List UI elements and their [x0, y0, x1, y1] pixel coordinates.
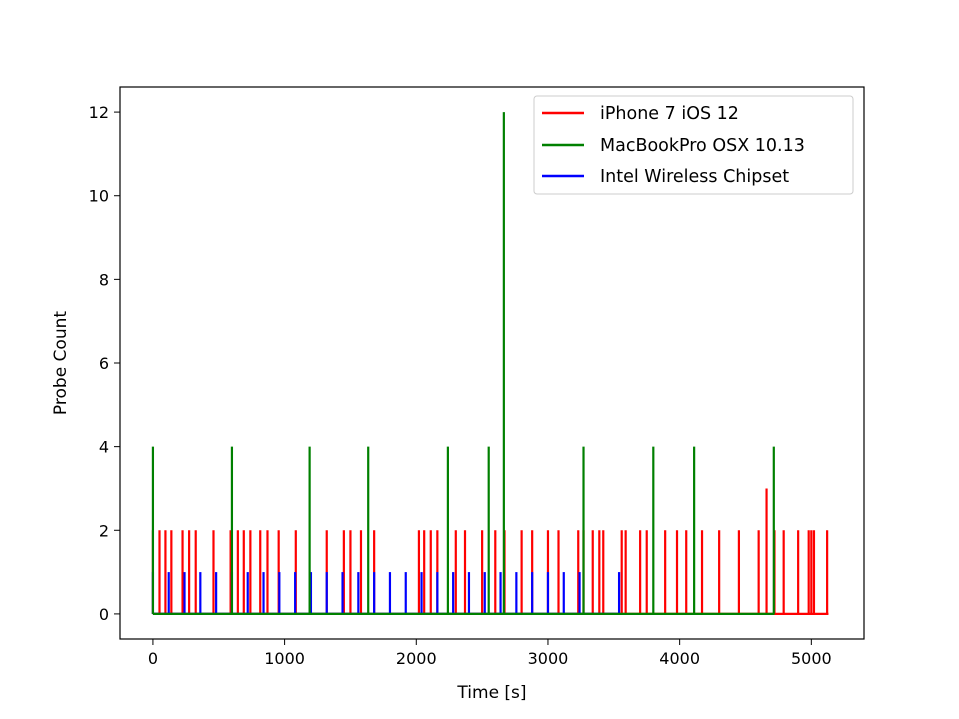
legend-label-intel: Intel Wireless Chipset — [600, 167, 789, 187]
plot-frame — [119, 86, 865, 640]
legend-box — [533, 95, 854, 195]
x-tick-label: 4000 — [659, 649, 700, 668]
x-tick-label: 5000 — [791, 649, 832, 668]
x-tick-label: 2000 — [396, 649, 437, 668]
y-tick-label: 2 — [99, 521, 109, 540]
series-iphone — [151, 488, 829, 616]
y-axis-label: Probe Count — [51, 311, 71, 415]
y-tick-label: 0 — [99, 605, 109, 624]
x-axis-label: Time [s] — [456, 683, 526, 703]
x-tick-label: 1000 — [264, 649, 305, 668]
x-tick-label: 0 — [148, 649, 158, 668]
y-tick-label: 6 — [99, 354, 109, 373]
series-macbook — [151, 112, 775, 616]
ticks-layer: 0 1000 2000 3000 4000 5000 0 2 4 6 8 10 12 — [89, 103, 832, 668]
series-intel — [151, 572, 621, 616]
y-tick-label: 8 — [99, 270, 109, 289]
x-tick-label: 3000 — [528, 649, 569, 668]
y-tick-label: 10 — [89, 187, 109, 206]
y-tick-label: 12 — [89, 103, 109, 122]
legend: iPhone 7 iOS 12 MacBookPro OSX 10.13 Int… — [533, 95, 854, 195]
legend-label-iphone: iPhone 7 iOS 12 — [600, 104, 739, 124]
legend-label-macbook: MacBookPro OSX 10.13 — [600, 136, 805, 156]
y-tick-label: 4 — [99, 438, 109, 457]
series-layer — [151, 112, 829, 616]
